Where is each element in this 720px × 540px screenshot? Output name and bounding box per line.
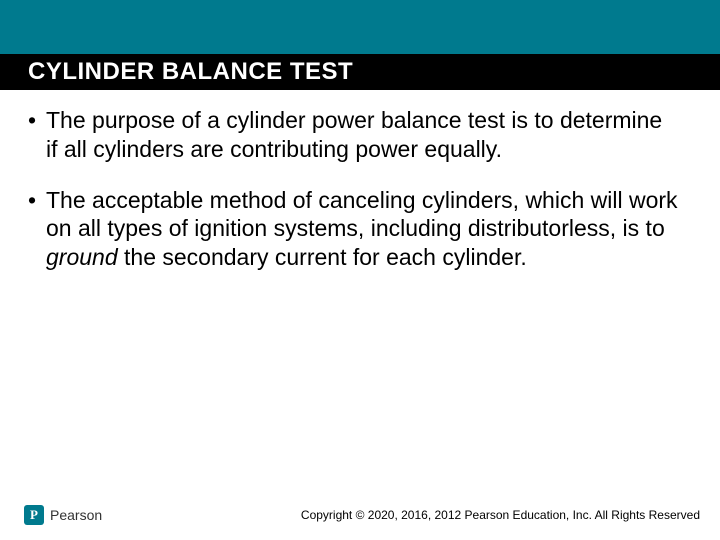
list-item: • The acceptable method of canceling cyl…: [28, 186, 680, 272]
bullet-icon: •: [28, 186, 36, 215]
logo-mark-letter: P: [30, 507, 38, 523]
slide-title: CYLINDER BALANCE TEST: [28, 58, 353, 86]
bullet-text-em: ground: [46, 244, 118, 270]
bullet-text: The purpose of a cylinder power balance …: [46, 107, 662, 162]
copyright-text: Copyright © 2020, 2016, 2012 Pearson Edu…: [301, 508, 700, 522]
bullet-text: The acceptable method of canceling cylin…: [46, 187, 678, 271]
logo-mark-icon: P: [24, 505, 44, 525]
title-bar: CYLINDER BALANCE TEST: [0, 54, 720, 90]
list-item: • The purpose of a cylinder power balanc…: [28, 106, 680, 164]
bullet-icon: •: [28, 106, 36, 135]
logo-brand-name: Pearson: [50, 507, 102, 523]
footer: P Pearson Copyright © 2020, 2016, 2012 P…: [0, 496, 720, 540]
bullet-list: • The purpose of a cylinder power balanc…: [28, 106, 680, 272]
slide: CYLINDER BALANCE TEST • The purpose of a…: [0, 0, 720, 540]
publisher-logo: P Pearson: [24, 505, 102, 525]
bullet-text-post: the secondary current for each cylinder.: [118, 244, 527, 270]
content-area: • The purpose of a cylinder power balanc…: [28, 106, 680, 294]
brand-top-band: [0, 0, 720, 54]
bullet-text-pre: The acceptable method of canceling cylin…: [46, 187, 678, 242]
